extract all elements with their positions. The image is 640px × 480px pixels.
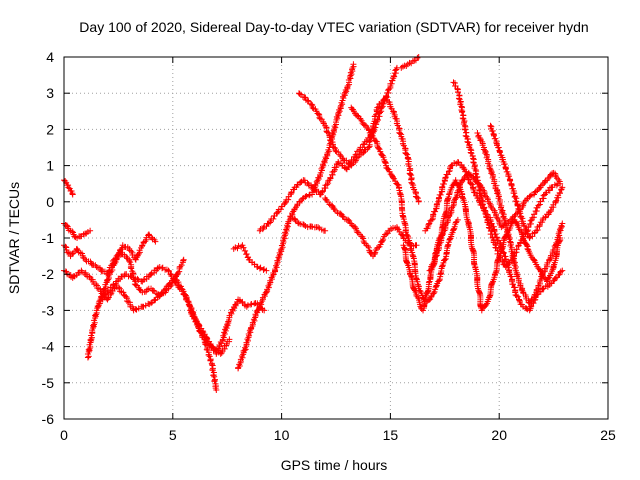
series-points: [84, 231, 159, 361]
series-points: [474, 130, 566, 307]
series-points: [398, 54, 422, 71]
y-tick-label: 4: [46, 49, 54, 65]
y-tick-label: -6: [42, 411, 55, 427]
series-points: [348, 104, 461, 307]
y-tick-label: -4: [42, 339, 55, 355]
x-axis-label: GPS time / hours: [281, 457, 388, 473]
series-points: [61, 177, 76, 198]
y-tick-label: -5: [42, 375, 55, 391]
series-points: [426, 169, 564, 274]
series-points: [487, 122, 566, 241]
x-tick-label: 20: [491, 427, 507, 443]
series-points: [450, 79, 561, 270]
series-points: [230, 242, 270, 274]
chart-title: Day 100 of 2020, Sidereal Day-to-day VTE…: [79, 19, 588, 35]
y-tick-label: 3: [46, 85, 54, 101]
x-tick-label: 10: [274, 427, 290, 443]
y-axis-label: SDTVAR / TECUs: [6, 182, 22, 294]
x-tick-label: 5: [169, 427, 177, 443]
y-axis-ticks: -6 -5 -4 -3 -2 -1 0 1 2 3 4: [42, 49, 608, 427]
y-tick-label: 2: [46, 121, 54, 137]
series-points: [235, 61, 357, 372]
y-tick-label: 1: [46, 158, 54, 174]
y-tick-label: 0: [46, 194, 54, 210]
y-tick-label: -3: [42, 302, 55, 318]
series-points: [287, 213, 329, 234]
x-tick-label: 25: [600, 427, 616, 443]
series-points: [187, 296, 268, 357]
y-tick-label: -1: [42, 230, 55, 246]
series-points: [322, 195, 420, 260]
x-axis-ticks: 0 5 10 15 20 25: [60, 57, 616, 443]
x-tick-label: 0: [60, 427, 68, 443]
series-points: [61, 267, 220, 394]
y-tick-label: -2: [42, 266, 55, 282]
data-points: [61, 54, 566, 394]
x-tick-label: 15: [383, 427, 399, 443]
